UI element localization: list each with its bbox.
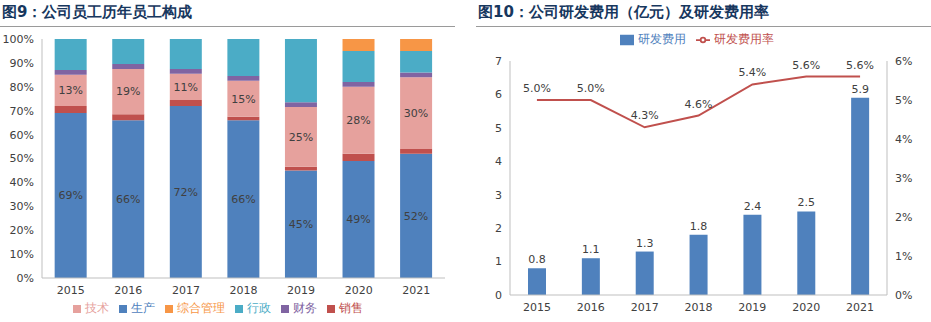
svg-text:5: 5 (495, 122, 502, 135)
svg-text:2017: 2017 (172, 284, 200, 297)
svg-text:1: 1 (495, 255, 502, 268)
svg-text:2020: 2020 (792, 301, 820, 314)
svg-text:2021: 2021 (846, 301, 874, 314)
svg-text:6%: 6% (895, 55, 912, 68)
svg-text:2017: 2017 (631, 301, 659, 314)
svg-text:1.3: 1.3 (636, 237, 654, 250)
svg-text:50%: 50% (10, 152, 34, 165)
svg-text:25%: 25% (289, 131, 313, 144)
html-text:销售: 销售 (338, 301, 363, 315)
html-text:研发费用: 研发费用 (637, 32, 686, 46)
svg-text:2018: 2018 (685, 301, 713, 314)
svg-text:0%: 0% (17, 272, 34, 285)
svg-text:0: 0 (495, 289, 502, 302)
svg-text:100%: 100% (8, 33, 34, 46)
svg-text:2020: 2020 (345, 284, 373, 297)
html-text:图9：公司员工历年员工构成: 图9：公司员工历年员工构成 (2, 3, 193, 21)
svg-text:0%: 0% (895, 289, 912, 302)
svg-text:69%: 69% (58, 189, 82, 202)
svg-text:90%: 90% (10, 57, 34, 70)
svg-text:5.0%: 5.0% (523, 82, 551, 95)
svg-text:5.9: 5.9 (851, 83, 869, 96)
html-text:综合管理: 综合管理 (176, 301, 225, 315)
html-text:行政: 行政 (246, 301, 271, 315)
svg-text:11%: 11% (174, 81, 198, 94)
svg-text:2018: 2018 (230, 284, 258, 297)
svg-text:0.8: 0.8 (528, 253, 546, 266)
svg-text:5.0%: 5.0% (577, 82, 605, 95)
svg-text:19%: 19% (116, 85, 140, 98)
svg-text:1.8: 1.8 (690, 220, 708, 233)
svg-text:72%: 72% (174, 186, 198, 199)
svg-text:49%: 49% (346, 213, 370, 226)
svg-text:2021: 2021 (402, 284, 430, 297)
svg-text:66%: 66% (231, 193, 255, 206)
svg-text:5%: 5% (895, 94, 912, 107)
svg-text:30%: 30% (10, 200, 34, 213)
svg-text:5.6%: 5.6% (846, 59, 874, 72)
svg-text:2.4: 2.4 (744, 200, 762, 213)
svg-text:7: 7 (495, 55, 502, 68)
html-text:图10：公司研发费用（亿元）及研发费用率: 图10：公司研发费用（亿元）及研发费用率 (478, 3, 769, 21)
svg-text:5.4%: 5.4% (738, 66, 766, 79)
svg-text:4.3%: 4.3% (631, 109, 659, 122)
svg-text:4%: 4% (895, 133, 912, 146)
svg-text:4.6%: 4.6% (685, 98, 713, 111)
svg-text:2015: 2015 (57, 284, 85, 297)
svg-text:40%: 40% (10, 176, 34, 189)
svg-text:45%: 45% (289, 218, 313, 231)
svg-text:3: 3 (495, 189, 502, 202)
svg-text:1.1: 1.1 (582, 243, 600, 256)
svg-text:2: 2 (495, 222, 502, 235)
svg-text:52%: 52% (404, 210, 428, 223)
svg-text:20%: 20% (10, 224, 34, 237)
svg-text:2.5: 2.5 (798, 196, 816, 209)
svg-text:2%: 2% (895, 211, 912, 224)
svg-text:2015: 2015 (523, 301, 551, 314)
svg-text:10%: 10% (10, 248, 34, 261)
svg-text:2019: 2019 (738, 301, 766, 314)
svg-text:28%: 28% (346, 114, 370, 127)
html-text:生产: 生产 (130, 301, 155, 315)
svg-text:70%: 70% (10, 105, 34, 118)
html-text:研发费用率: 研发费用率 (713, 32, 774, 46)
svg-text:66%: 66% (116, 193, 140, 206)
svg-text:30%: 30% (404, 107, 428, 120)
html-text:财务: 财务 (292, 301, 317, 315)
svg-text:2016: 2016 (114, 284, 142, 297)
svg-text:5.6%: 5.6% (792, 59, 820, 72)
svg-text:2016: 2016 (577, 301, 605, 314)
html-text:技术: 技术 (84, 301, 109, 315)
svg-text:2019: 2019 (287, 284, 315, 297)
svg-text:1%: 1% (895, 250, 912, 263)
svg-text:3%: 3% (895, 172, 912, 185)
svg-text:60%: 60% (10, 129, 34, 142)
svg-text:80%: 80% (10, 81, 34, 94)
svg-text:13%: 13% (58, 84, 82, 97)
svg-text:4: 4 (495, 155, 502, 168)
svg-text:6: 6 (495, 88, 502, 101)
svg-text:15%: 15% (231, 93, 255, 106)
